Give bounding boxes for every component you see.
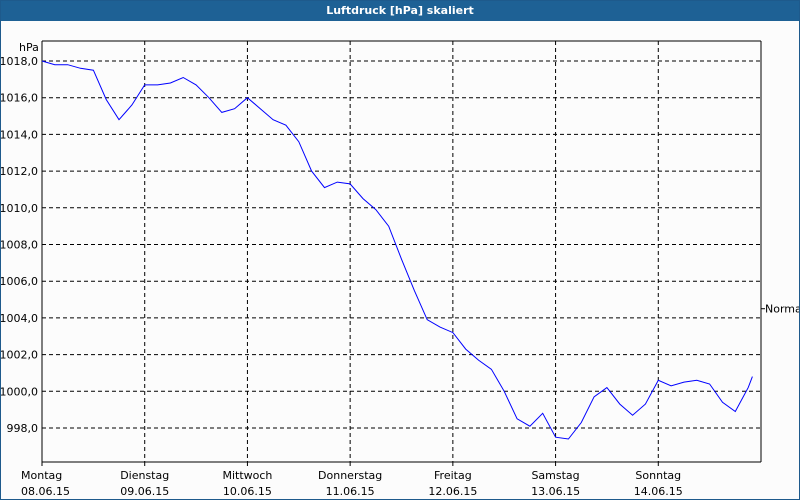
- y-tick-label: 1010,0: [1, 202, 38, 215]
- x-tick-date: 13.06.15: [531, 485, 580, 498]
- series-line: [41, 60, 753, 440]
- x-tick-date: 12.06.15: [428, 485, 477, 498]
- x-tick-date: 09.06.15: [120, 485, 169, 498]
- x-tick-day: Mittwoch: [222, 469, 272, 482]
- x-tick-day: Montag: [21, 469, 62, 482]
- y-tick-label: 1016,0: [1, 92, 38, 105]
- x-tick-date: 08.06.15: [21, 485, 70, 498]
- x-tick-date: 14.06.15: [634, 485, 683, 498]
- y-axis-unit: hPa: [19, 41, 39, 54]
- x-tick-day: Freitag: [434, 469, 472, 482]
- x-tick-date: 11.06.15: [326, 485, 375, 498]
- y-tick-label: 998,0: [7, 422, 39, 435]
- y-tick-label: 1018,0: [1, 55, 38, 68]
- axes: [41, 40, 765, 466]
- y-tick-label: 1002,0: [1, 349, 38, 362]
- normal-label: Normal: [765, 303, 799, 316]
- y-tick-label: 1008,0: [1, 239, 38, 252]
- y-tick-label: 1006,0: [1, 275, 38, 288]
- x-tick-day: Sonntag: [635, 469, 681, 482]
- chart-title: Luftdruck [hPa] skaliert: [1, 1, 799, 21]
- x-tick-day: Donnerstag: [318, 469, 382, 482]
- x-tick-day: Dienstag: [120, 469, 169, 482]
- x-tick-date: 10.06.15: [223, 485, 272, 498]
- y-tick-label: 1000,0: [1, 385, 38, 398]
- y-tick-label: 1012,0: [1, 165, 38, 178]
- y-tick-label: 1004,0: [1, 312, 38, 325]
- y-tick-label: 1014,0: [1, 128, 38, 141]
- x-tick-day: Samstag: [531, 469, 579, 482]
- grid: [42, 41, 761, 462]
- tick-labels: 998,0 1000,0 1002,0 1004,0 1006,0 1008,0 1010,…: [1, 41, 799, 498]
